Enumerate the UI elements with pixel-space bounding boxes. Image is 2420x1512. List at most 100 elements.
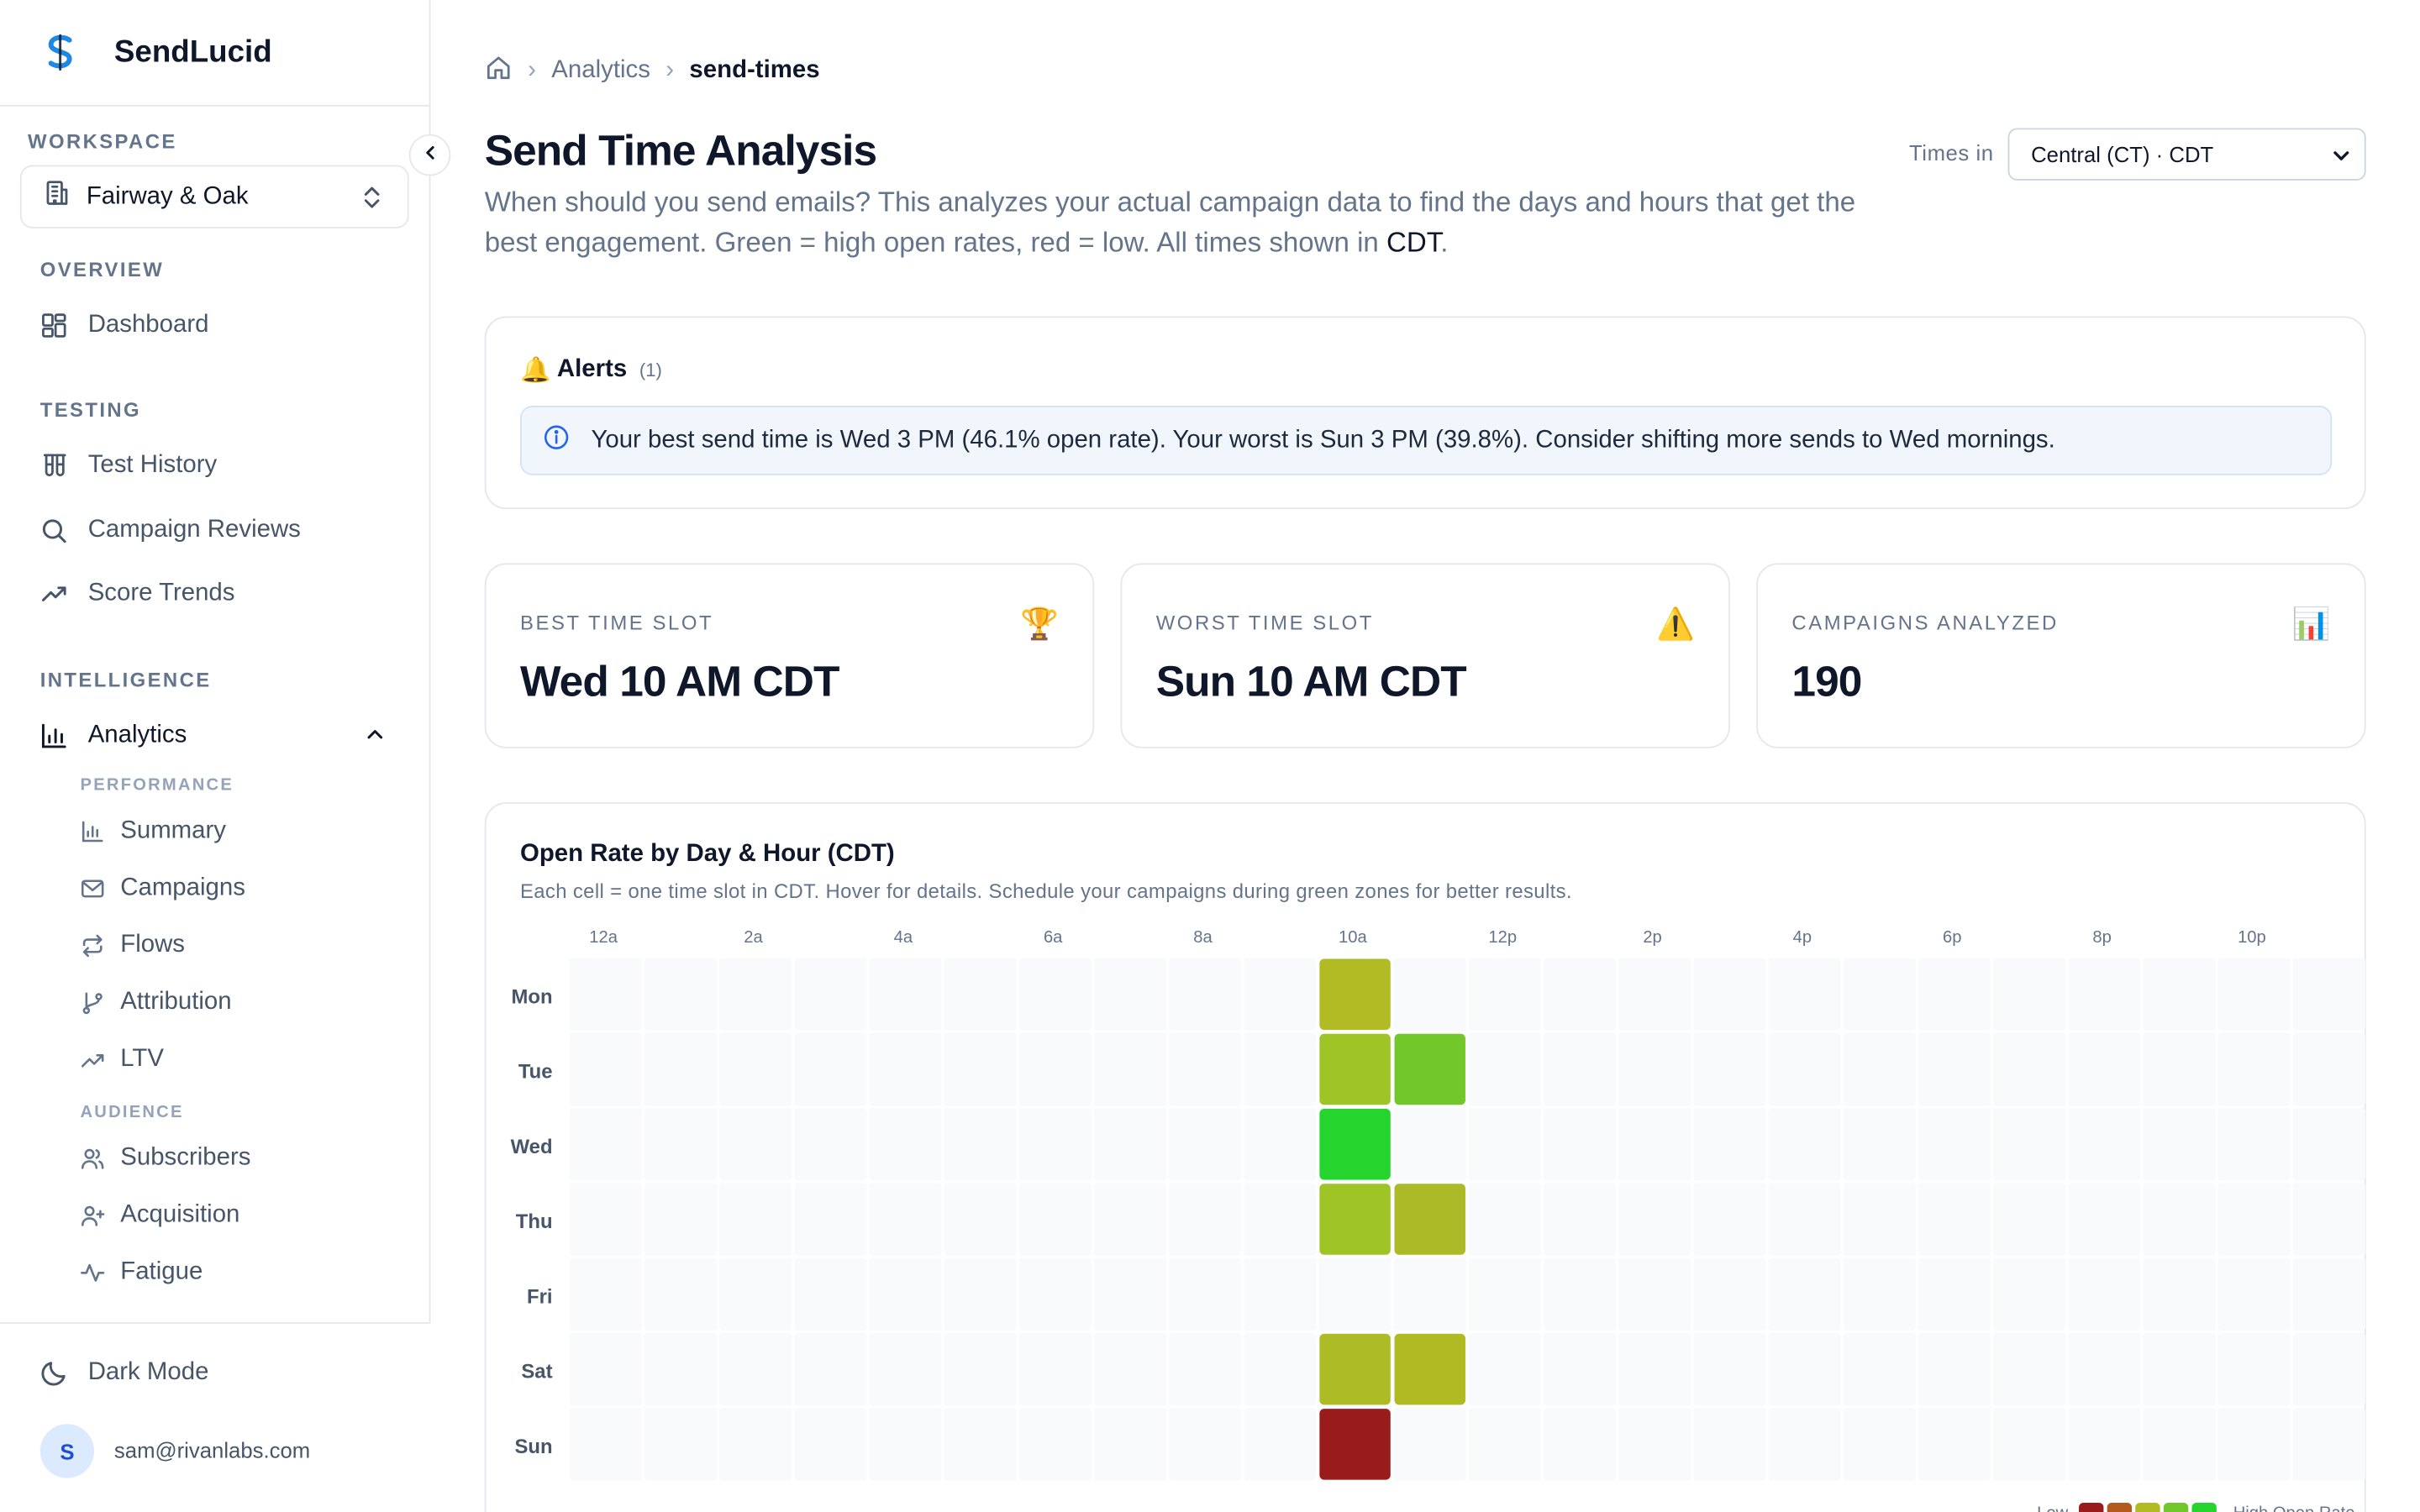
heatmap-empty-cell[interactable] (719, 1332, 792, 1406)
heatmap-empty-cell[interactable] (2068, 1108, 2141, 1181)
heatmap-empty-cell[interactable] (1468, 1257, 1542, 1331)
heatmap-empty-cell[interactable] (944, 1108, 1017, 1181)
heatmap-empty-cell[interactable] (1843, 1257, 1916, 1331)
sidebar-subitem-flows[interactable]: Flows (81, 927, 185, 964)
chevron-up-icon[interactable] (364, 723, 386, 753)
heatmap-empty-cell[interactable] (1169, 1108, 1242, 1181)
heatmap-empty-cell[interactable] (1618, 1183, 1691, 1256)
heatmap-empty-cell[interactable] (2217, 1032, 2291, 1106)
heatmap-empty-cell[interactable] (1918, 1108, 1991, 1181)
heatmap-empty-cell[interactable] (1768, 1032, 1841, 1106)
heatmap-empty-cell[interactable] (1543, 1332, 1617, 1406)
heatmap-empty-cell[interactable] (569, 1332, 642, 1406)
heatmap-empty-cell[interactable] (869, 958, 942, 1031)
heatmap-empty-cell[interactable] (944, 1183, 1017, 1256)
heatmap-empty-cell[interactable] (794, 958, 867, 1031)
heatmap-empty-cell[interactable] (569, 1183, 642, 1256)
heatmap-empty-cell[interactable] (2143, 1183, 2216, 1256)
heatmap-empty-cell[interactable] (794, 1183, 867, 1256)
heatmap-cell[interactable] (1319, 958, 1391, 1030)
heatmap-empty-cell[interactable] (1244, 1108, 1317, 1181)
heatmap-empty-cell[interactable] (2292, 1332, 2365, 1406)
heatmap-empty-cell[interactable] (1693, 1032, 1766, 1106)
heatmap-empty-cell[interactable] (569, 1108, 642, 1181)
heatmap-empty-cell[interactable] (2292, 1183, 2365, 1256)
heatmap-empty-cell[interactable] (2068, 1332, 2141, 1406)
heatmap-empty-cell[interactable] (1018, 1332, 1092, 1406)
heatmap-empty-cell[interactable] (1918, 958, 1991, 1031)
heatmap-empty-cell[interactable] (1993, 1108, 2066, 1181)
heatmap-empty-cell[interactable] (1169, 1183, 1242, 1256)
heatmap-empty-cell[interactable] (1618, 958, 1691, 1031)
heatmap-empty-cell[interactable] (1543, 1183, 1617, 1256)
heatmap-empty-cell[interactable] (1018, 1408, 1092, 1481)
heatmap-empty-cell[interactable] (2292, 1408, 2365, 1481)
avatar[interactable]: S (39, 1424, 95, 1478)
heatmap-empty-cell[interactable] (944, 1408, 1017, 1481)
heatmap-empty-cell[interactable] (1918, 1257, 1991, 1331)
heatmap-empty-cell[interactable] (2217, 1183, 2291, 1256)
heatmap-empty-cell[interactable] (794, 1257, 867, 1331)
heatmap-empty-cell[interactable] (1543, 958, 1617, 1031)
heatmap-empty-cell[interactable] (2143, 1257, 2216, 1331)
heatmap-empty-cell[interactable] (1843, 1183, 1916, 1256)
heatmap-empty-cell[interactable] (1693, 1108, 1766, 1181)
sidebar-item-analytics[interactable]: Analytics (40, 717, 187, 754)
heatmap-empty-cell[interactable] (1244, 1257, 1317, 1331)
collapse-sidebar-button[interactable] (408, 134, 451, 176)
heatmap-empty-cell[interactable] (1093, 958, 1167, 1031)
heatmap-empty-cell[interactable] (1018, 1108, 1092, 1181)
heatmap-empty-cell[interactable] (2068, 958, 2141, 1031)
heatmap-empty-cell[interactable] (2292, 1032, 2365, 1106)
heatmap-empty-cell[interactable] (2143, 1032, 2216, 1106)
heatmap-empty-cell[interactable] (1468, 1108, 1542, 1181)
heatmap-empty-cell[interactable] (1768, 1183, 1841, 1256)
heatmap-empty-cell[interactable] (719, 1408, 792, 1481)
heatmap-empty-cell[interactable] (1843, 1332, 1916, 1406)
heatmap-empty-cell[interactable] (1843, 1108, 1916, 1181)
heatmap-empty-cell[interactable] (1693, 1332, 1766, 1406)
heatmap-empty-cell[interactable] (1918, 1408, 1991, 1481)
heatmap-empty-cell[interactable] (1093, 1332, 1167, 1406)
heatmap-empty-cell[interactable] (719, 958, 792, 1031)
heatmap-empty-cell[interactable] (1618, 1032, 1691, 1106)
heatmap-empty-cell[interactable] (719, 1108, 792, 1181)
heatmap-empty-cell[interactable] (2217, 1257, 2291, 1331)
heatmap-empty-cell[interactable] (1244, 1408, 1317, 1481)
heatmap-empty-cell[interactable] (1843, 958, 1916, 1031)
heatmap-cell[interactable] (1394, 1033, 1465, 1105)
heatmap-empty-cell[interactable] (1618, 1257, 1691, 1331)
heatmap-cell[interactable] (1319, 1033, 1391, 1105)
home-icon[interactable] (485, 53, 513, 88)
heatmap-empty-cell[interactable] (794, 1032, 867, 1106)
sidebar-item-dashboard[interactable]: Dashboard (40, 307, 209, 344)
heatmap-empty-cell[interactable] (1018, 1183, 1092, 1256)
heatmap-empty-cell[interactable] (644, 1032, 718, 1106)
sidebar-item-campaign-reviews[interactable]: Campaign Reviews (40, 512, 301, 549)
heatmap-empty-cell[interactable] (1393, 1408, 1466, 1481)
heatmap-empty-cell[interactable] (1393, 1108, 1466, 1181)
heatmap-empty-cell[interactable] (1244, 1183, 1317, 1256)
heatmap-empty-cell[interactable] (944, 958, 1017, 1031)
heatmap-empty-cell[interactable] (1169, 1408, 1242, 1481)
heatmap-empty-cell[interactable] (1543, 1108, 1617, 1181)
heatmap-empty-cell[interactable] (644, 1408, 718, 1481)
heatmap-empty-cell[interactable] (2217, 1108, 2291, 1181)
heatmap-empty-cell[interactable] (1843, 1408, 1916, 1481)
heatmap-empty-cell[interactable] (1618, 1332, 1691, 1406)
heatmap-empty-cell[interactable] (1244, 1332, 1317, 1406)
sidebar-subitem-acquisition[interactable]: Acquisition (81, 1197, 240, 1234)
heatmap-empty-cell[interactable] (2143, 1332, 2216, 1406)
dark-mode-toggle[interactable]: Dark Mode (40, 1355, 209, 1392)
heatmap-empty-cell[interactable] (794, 1108, 867, 1181)
heatmap-empty-cell[interactable] (1993, 1332, 2066, 1406)
heatmap-empty-cell[interactable] (1244, 958, 1317, 1031)
sidebar-item-score-trends[interactable]: Score Trends (40, 575, 235, 612)
heatmap-empty-cell[interactable] (1169, 1332, 1242, 1406)
heatmap-empty-cell[interactable] (1468, 1183, 1542, 1256)
heatmap-empty-cell[interactable] (944, 1257, 1017, 1331)
heatmap-empty-cell[interactable] (1993, 1257, 2066, 1331)
heatmap-empty-cell[interactable] (1918, 1032, 1991, 1106)
heatmap-empty-cell[interactable] (1693, 958, 1766, 1031)
heatmap-empty-cell[interactable] (1093, 1183, 1167, 1256)
